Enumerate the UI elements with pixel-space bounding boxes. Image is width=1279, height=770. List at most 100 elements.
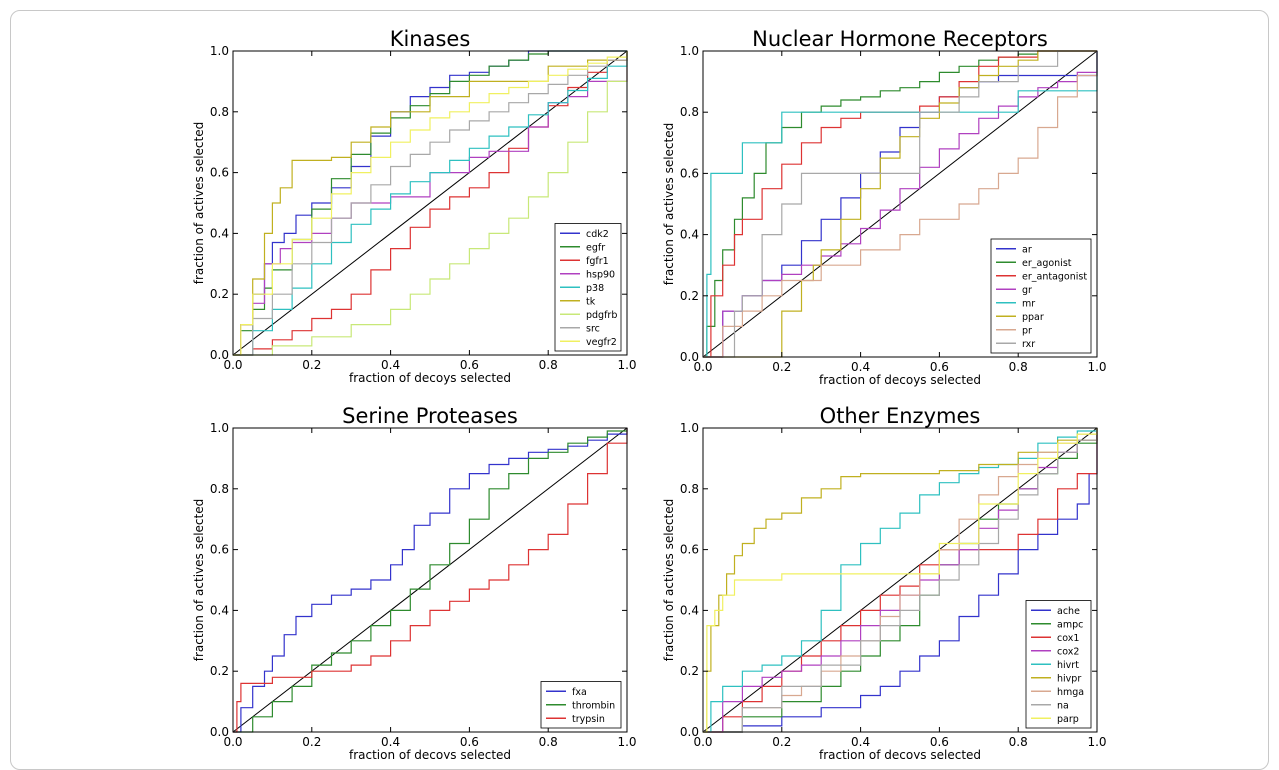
x-tick-label: 0.6: [930, 360, 949, 374]
y-tick-label: 0.0: [680, 350, 699, 364]
y-axis-label: fraction of actives selected: [192, 499, 206, 662]
x-axis-label: fraction of decoys selected: [349, 748, 511, 759]
legend-label-fgfr1: fgfr1: [586, 256, 609, 267]
legend-label-cdk2: cdk2: [586, 229, 609, 240]
chart-panel-3: Serine Proteases 0.0 0.2 0.4 0.6 0.8 1.0 0.0 0.2…: [192, 404, 637, 759]
series-line-trypsin: [233, 428, 628, 733]
y-tick-label: 0.6: [210, 543, 229, 557]
y-axis-label: fraction of actives selected: [662, 123, 676, 286]
legend-label-vegfr2: vegfr2: [586, 337, 617, 348]
x-axis-label: fraction of decoys selected: [349, 371, 511, 385]
y-tick-label: 0.8: [210, 105, 229, 119]
legend-label-tk: tk: [586, 296, 596, 307]
series-line-cox1: [703, 428, 1098, 733]
x-tick-label: 0.8: [1009, 735, 1028, 749]
y-tick-label: 0.2: [680, 664, 699, 678]
legend-label-trypsin: trypsin: [572, 714, 605, 725]
x-tick-label: 0.6: [930, 735, 949, 749]
series-line-rxr: [703, 50, 1097, 358]
x-tick-label: 0.4: [851, 735, 870, 749]
legend-label-parp: parp: [1057, 714, 1079, 725]
legend: fxa thrombin trypsin: [540, 681, 622, 729]
diagonal-reference-line: [232, 50, 628, 356]
y-tick-label: 0.0: [680, 725, 699, 739]
legend-label-hsp90: hsp90: [586, 269, 615, 280]
series-line-ppar: [703, 50, 1097, 358]
series-line-src: [233, 51, 628, 356]
legend-label-ppar: ppar: [1022, 312, 1044, 323]
x-tick-label: 0.6: [460, 358, 479, 372]
y-tick-label: 1.0: [210, 421, 229, 435]
plot-area-frame: [702, 427, 1098, 733]
legend-label-hivpr: hivpr: [1057, 673, 1081, 684]
y-tick-label: 0.2: [210, 287, 229, 301]
series-line-parp: [703, 428, 1098, 733]
x-tick-label: 0.4: [381, 735, 400, 749]
y-tick-label: 0.2: [680, 289, 699, 303]
legend-label-p38: p38: [586, 283, 604, 294]
legend-label-er-agonist: er_agonist: [1022, 258, 1072, 269]
y-tick-label: 1.0: [680, 421, 699, 435]
y-tick-label: 0.4: [210, 226, 229, 240]
legend-label-rxr: rxr: [1022, 339, 1035, 350]
y-tick-label: 1.0: [680, 44, 699, 58]
x-tick-label: 0.4: [381, 358, 400, 372]
series-line-p38: [233, 51, 628, 356]
legend-label-thrombin: thrombin: [572, 700, 615, 711]
y-axis-label: fraction of actives selected: [662, 499, 676, 662]
series-line-vegfr2: [233, 51, 628, 356]
y-tick-label: 0.4: [210, 603, 229, 617]
legend-label-er-antagonist: er_antagonist: [1022, 271, 1087, 282]
x-tick-label: 0.0: [693, 735, 712, 749]
chart-panel-2: Nuclear Hormone Receptors 0.0 0.2 0.4 0.6 0.8…: [662, 27, 1107, 387]
plot-area-frame: [702, 50, 1098, 358]
legend-label-gr: gr: [1022, 285, 1032, 296]
x-tick-label: 1.0: [1087, 735, 1106, 749]
series-line-ache: [703, 428, 1098, 733]
y-axis-label: fraction of actives selected: [192, 122, 206, 285]
series-line-gr: [703, 51, 1098, 358]
x-tick-label: 0.2: [302, 358, 321, 372]
legend-label-hivrt: hivrt: [1057, 660, 1079, 671]
legend-label-cox1: cox1: [1057, 633, 1079, 644]
legend-label-pr: pr: [1022, 325, 1032, 336]
x-tick-label: 0.0: [223, 358, 242, 372]
series-line-thrombin: [233, 428, 628, 733]
legend-label-mr: mr: [1022, 298, 1035, 309]
chart-panel-1: Kinases 0.0 0.2 0.4 0.6 0.8 1.0 0.0 0.2 0.4 0.6 0.8…: [192, 27, 637, 385]
chart-title: Serine Proteases: [342, 404, 518, 428]
legend-label-src: src: [586, 323, 600, 334]
x-tick-label: 0.8: [1009, 360, 1028, 374]
plot-area-frame: [232, 50, 628, 356]
chart-title: Nuclear Hormone Receptors: [752, 27, 1048, 51]
y-tick-label: 0.2: [210, 664, 229, 678]
y-tick-label: 0.4: [680, 228, 699, 242]
x-tick-label: 1.0: [617, 358, 636, 372]
legend-label-hmga: hmga: [1057, 687, 1084, 698]
x-axis-label: fraction of decoys selected: [819, 748, 981, 759]
x-tick-label: 0.8: [539, 358, 558, 372]
x-tick-label: 0.6: [460, 735, 479, 749]
legend-label-na: na: [1057, 700, 1069, 711]
x-axis-label: fraction of decoys selected: [819, 373, 981, 387]
legend: cdk2 egfr fgfr1 hsp90 p38 tk pdgfrb src vegfr2: [554, 223, 622, 352]
chart-panel-4: Other Enzymes 0.0 0.2 0.4 0.6 0.8 1.0 0.0 0.2 0.4…: [662, 404, 1107, 759]
series-line-pdgfrb: [233, 51, 628, 356]
x-tick-label: 0.0: [693, 360, 712, 374]
legend-label-ache: ache: [1057, 606, 1080, 617]
y-tick-label: 0.6: [680, 543, 699, 557]
x-tick-label: 1.0: [617, 735, 636, 749]
legend-label-pdgfrb: pdgfrb: [586, 310, 617, 321]
y-tick-label: 0.6: [210, 166, 229, 180]
series-line-tk: [233, 51, 628, 356]
x-tick-label: 0.4: [851, 360, 870, 374]
x-tick-label: 0.2: [302, 735, 321, 749]
x-tick-label: 0.0: [223, 735, 242, 749]
chart-title: Kinases: [390, 27, 471, 51]
diagonal-reference-line: [702, 427, 1098, 733]
series-line-egfr: [233, 50, 627, 356]
y-tick-label: 0.0: [210, 348, 229, 362]
legend-label-ar: ar: [1022, 244, 1032, 255]
legend-label-egfr: egfr: [586, 242, 605, 253]
